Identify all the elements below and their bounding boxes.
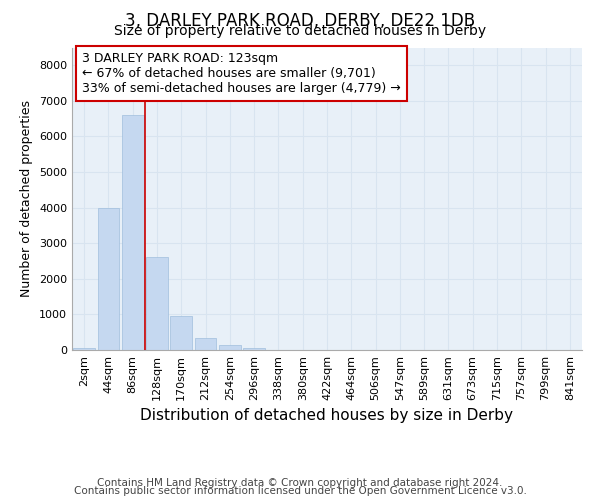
Y-axis label: Number of detached properties: Number of detached properties [20,100,34,297]
Text: Contains HM Land Registry data © Crown copyright and database right 2024.: Contains HM Land Registry data © Crown c… [97,478,503,488]
Bar [243,348,265,350]
Bar [122,115,143,350]
Bar [73,348,95,350]
X-axis label: Distribution of detached houses by size in Derby: Distribution of detached houses by size … [140,408,514,424]
Text: Contains public sector information licensed under the Open Government Licence v3: Contains public sector information licen… [74,486,526,496]
Bar [219,344,241,350]
Text: 3, DARLEY PARK ROAD, DERBY, DE22 1DB: 3, DARLEY PARK ROAD, DERBY, DE22 1DB [125,12,475,30]
Bar [170,316,192,350]
Bar [146,258,168,350]
Text: 3 DARLEY PARK ROAD: 123sqm
← 67% of detached houses are smaller (9,701)
33% of s: 3 DARLEY PARK ROAD: 123sqm ← 67% of deta… [82,52,401,95]
Bar [194,338,217,350]
Bar [97,208,119,350]
Text: Size of property relative to detached houses in Derby: Size of property relative to detached ho… [114,24,486,38]
